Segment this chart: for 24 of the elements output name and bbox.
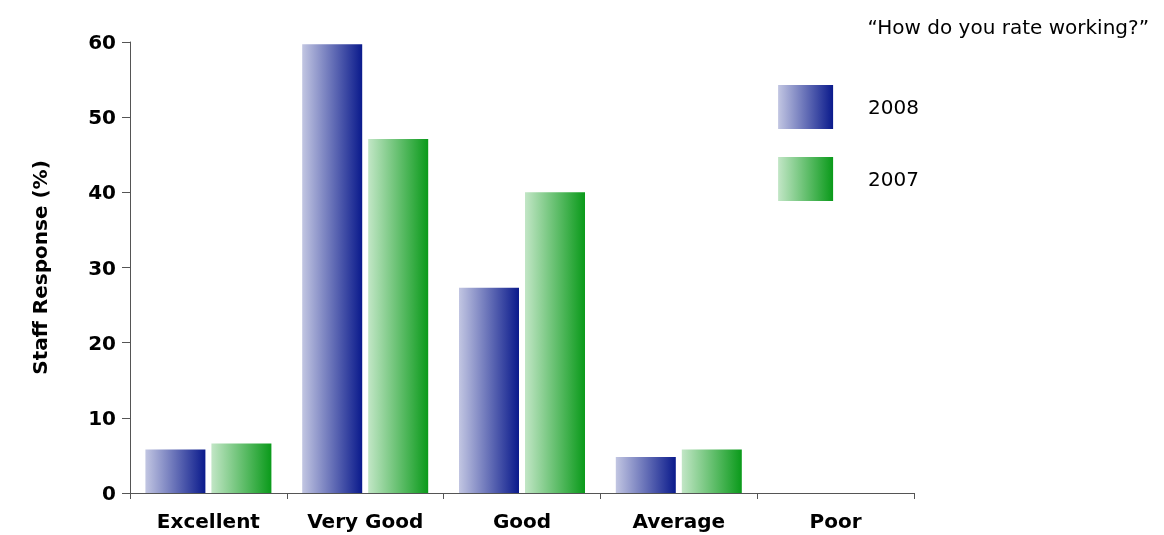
y-tick-label: 10 [88,405,116,430]
bar [211,443,272,493]
bar [681,449,742,493]
x-tick-label: Excellent [156,509,261,533]
legend-label: 2008 [868,95,920,119]
y-tick-label: 50 [88,105,116,130]
bar [615,456,676,493]
bar [302,44,363,493]
y-tick-label: 60 [88,30,116,54]
x-tick-label: Poor [809,509,862,533]
y-axis-title: Staff Response (%) [28,160,52,375]
legend-label: 2007 [868,167,920,191]
x-tick-label: Average [632,509,726,533]
x-tick-label: Good [492,509,552,533]
bar [525,192,585,493]
bar [459,287,519,493]
y-tick-label: 40 [88,180,116,205]
y-tick-label: 30 [88,255,116,280]
y-tick-label: 20 [88,330,116,355]
x-tick-label: Very Good [307,509,424,533]
bar [145,449,206,493]
bar [368,138,429,493]
text: “How do you rate working?” [867,15,1150,39]
y-tick-label: 0 [102,481,116,505]
